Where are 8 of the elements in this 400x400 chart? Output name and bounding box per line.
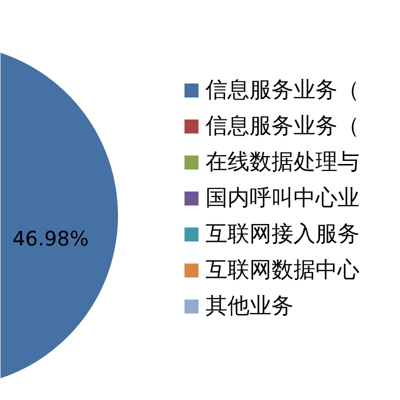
legend-label: 互联网数据中心	[206, 258, 360, 283]
legend-label: 其他业务	[206, 294, 294, 319]
legend-label: 互联网接入服务	[206, 222, 360, 247]
legend-label: 国内呼叫中心业	[206, 186, 360, 211]
legend-label: 在线数据处理与	[206, 150, 360, 175]
legend-label: 信息服务业务（	[206, 114, 360, 139]
legend-label: 信息服务业务（	[206, 78, 360, 103]
data-label: 46.98%	[12, 226, 89, 251]
